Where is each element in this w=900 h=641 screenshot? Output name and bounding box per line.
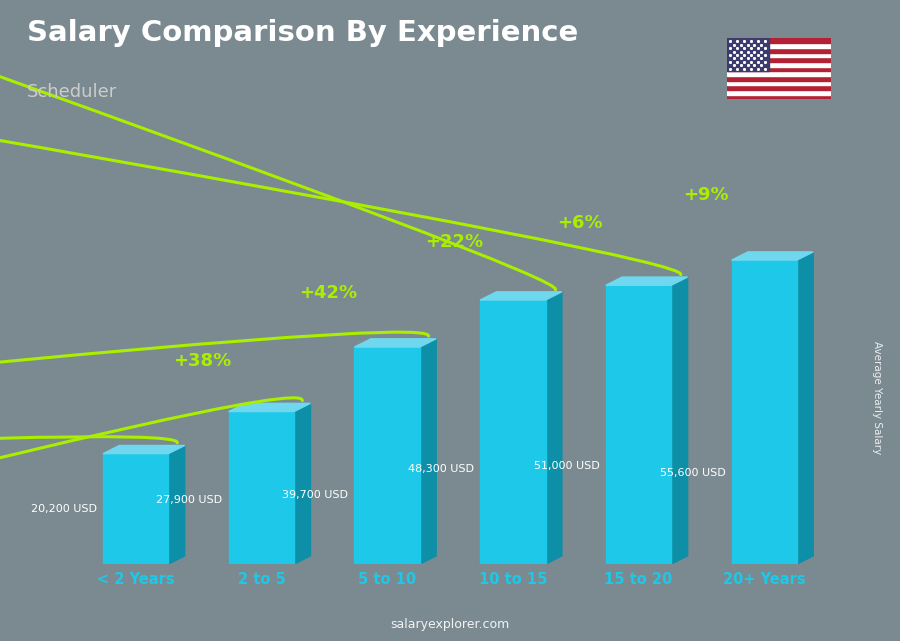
- Bar: [229, 412, 294, 564]
- Bar: [727, 43, 831, 48]
- Bar: [727, 62, 831, 67]
- Text: +9%: +9%: [683, 185, 728, 204]
- Text: Average Yearly Salary: Average Yearly Salary: [872, 341, 883, 454]
- Bar: [727, 48, 831, 53]
- Bar: [727, 67, 831, 71]
- Text: 20,200 USD: 20,200 USD: [31, 504, 96, 514]
- Text: 39,700 USD: 39,700 USD: [283, 490, 348, 499]
- Polygon shape: [671, 277, 688, 564]
- Polygon shape: [481, 292, 562, 300]
- Bar: [727, 81, 831, 85]
- Text: salaryexplorer.com: salaryexplorer.com: [391, 619, 509, 631]
- Bar: [727, 53, 831, 57]
- Polygon shape: [606, 277, 688, 285]
- Bar: [355, 347, 419, 564]
- Bar: [727, 71, 831, 76]
- Polygon shape: [545, 292, 562, 564]
- Bar: [103, 454, 168, 564]
- Polygon shape: [168, 445, 184, 564]
- Text: +38%: +38%: [174, 352, 232, 370]
- Bar: [727, 95, 831, 99]
- Text: Scheduler: Scheduler: [27, 83, 117, 101]
- Bar: [727, 90, 831, 95]
- Polygon shape: [229, 403, 310, 412]
- Bar: [727, 76, 831, 81]
- Text: 51,000 USD: 51,000 USD: [534, 462, 599, 472]
- Text: 27,900 USD: 27,900 USD: [157, 495, 222, 505]
- Text: Salary Comparison By Experience: Salary Comparison By Experience: [27, 19, 578, 47]
- Text: +22%: +22%: [425, 233, 483, 251]
- Bar: [481, 300, 545, 564]
- Text: 48,300 USD: 48,300 USD: [408, 464, 474, 474]
- Text: 55,600 USD: 55,600 USD: [660, 468, 725, 478]
- Polygon shape: [419, 339, 436, 564]
- Polygon shape: [797, 252, 814, 564]
- Bar: [727, 85, 831, 90]
- Polygon shape: [103, 445, 184, 454]
- Bar: [727, 38, 769, 71]
- Bar: [727, 38, 831, 43]
- Bar: [732, 260, 797, 564]
- Polygon shape: [732, 252, 814, 260]
- Bar: [727, 57, 831, 62]
- Polygon shape: [294, 403, 310, 564]
- Text: +6%: +6%: [557, 215, 603, 233]
- Bar: [606, 285, 671, 564]
- Polygon shape: [355, 339, 436, 347]
- Text: +42%: +42%: [300, 284, 357, 302]
